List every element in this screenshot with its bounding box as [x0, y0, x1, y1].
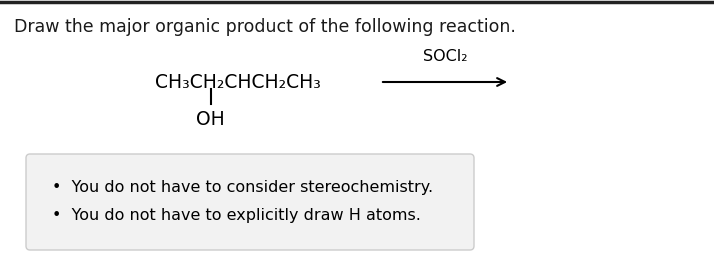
Text: •  You do not have to explicitly draw H atoms.: • You do not have to explicitly draw H a…: [52, 208, 421, 223]
Text: SOCl₂: SOCl₂: [423, 49, 467, 64]
Text: Draw the major organic product of the following reaction.: Draw the major organic product of the fo…: [14, 18, 516, 36]
Text: •  You do not have to consider stereochemistry.: • You do not have to consider stereochem…: [52, 180, 433, 195]
Text: CH₃CH₂CHCH₂CH₃: CH₃CH₂CHCH₂CH₃: [155, 73, 321, 91]
FancyBboxPatch shape: [26, 154, 474, 250]
Text: OH: OH: [196, 110, 225, 129]
